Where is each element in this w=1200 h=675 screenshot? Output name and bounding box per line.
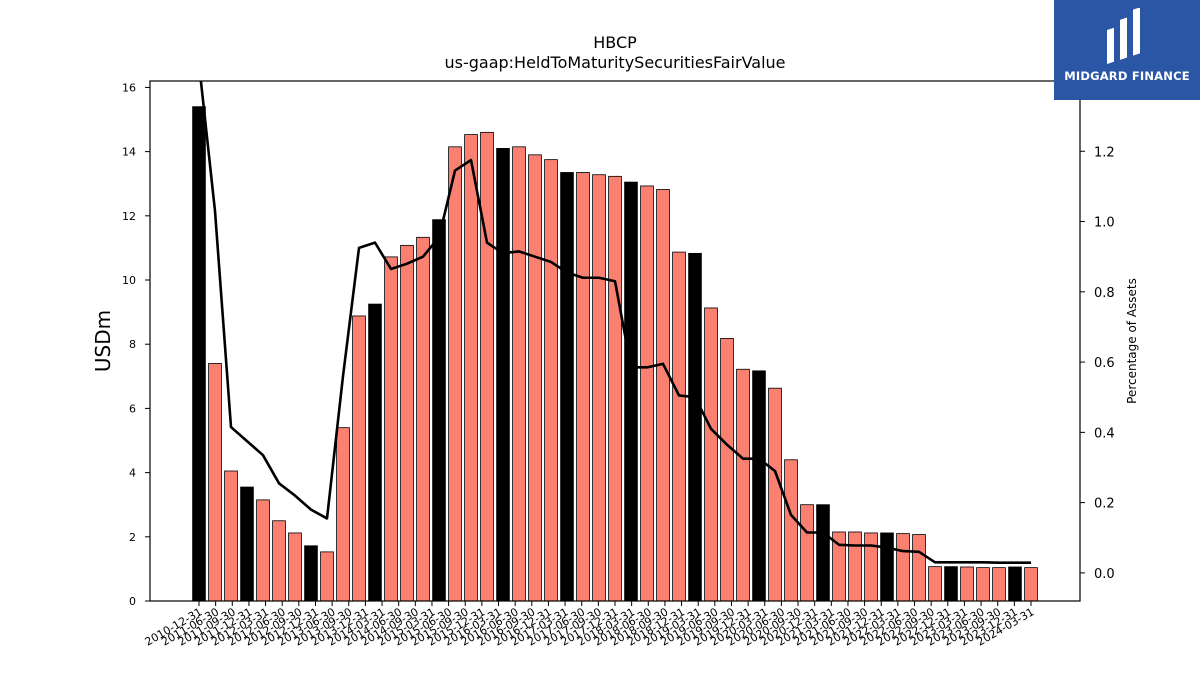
y2-tick-label: 0.2	[1094, 497, 1115, 512]
bar	[368, 303, 382, 602]
bar	[256, 499, 270, 602]
bar	[880, 532, 894, 602]
chart-title: HBCP	[593, 33, 637, 52]
bar	[688, 252, 702, 602]
y-tick-label: 4	[129, 467, 136, 480]
y2-tick-label: 0.8	[1094, 286, 1115, 301]
y-tick-label: 6	[129, 402, 136, 415]
bar	[544, 159, 558, 602]
bar	[512, 146, 526, 602]
bar	[640, 185, 654, 602]
midgard-logo-icon	[1107, 8, 1140, 65]
bar	[976, 567, 990, 602]
bar	[896, 533, 910, 602]
bar	[336, 427, 350, 602]
bar	[576, 172, 590, 602]
y2-axis-label: Percentage of Assets	[1125, 278, 1139, 404]
bar	[272, 520, 286, 602]
y2-tick-label: 1.2	[1094, 145, 1115, 160]
bar	[400, 244, 414, 602]
bar	[944, 566, 958, 602]
y-tick-label: 16	[122, 81, 136, 94]
bar	[608, 175, 622, 602]
bar	[240, 486, 254, 602]
bar	[752, 370, 766, 602]
bar-group	[192, 106, 1038, 602]
logo-text: MIDGARD FINANCE	[1064, 69, 1190, 83]
bar	[784, 459, 798, 602]
bar	[992, 567, 1006, 602]
x-axis: 2010-12-312011-06-302011-09-302011-12-31…	[143, 601, 1037, 649]
bar	[864, 532, 878, 602]
bar	[912, 534, 926, 602]
bar	[960, 566, 974, 602]
bar	[480, 131, 494, 602]
bar	[416, 236, 430, 602]
percentage-line	[199, 81, 1031, 565]
bar	[720, 338, 734, 602]
bar	[208, 363, 222, 602]
bar	[496, 148, 510, 602]
y-tick-label: 0	[129, 595, 136, 608]
bar	[560, 172, 574, 602]
bar	[528, 154, 542, 602]
y-tick-label: 12	[122, 210, 136, 223]
bar	[624, 181, 638, 602]
left-y-axis: 0 2 4 6 8 10 12 14 16	[122, 81, 150, 608]
y2-tick-label: 0.4	[1094, 426, 1115, 441]
bar	[1008, 566, 1022, 602]
bar	[800, 504, 814, 602]
bar	[928, 566, 942, 602]
y2-tick-label: 1.0	[1094, 216, 1115, 231]
y-tick-label: 8	[129, 338, 136, 351]
bar	[848, 531, 862, 602]
bar	[1024, 567, 1038, 602]
bar	[352, 315, 366, 602]
right-y-axis: 0.0 0.2 0.4 0.6 0.8 1.0 1.2	[1080, 145, 1115, 582]
midgard-finance-logo: MIDGARD FINANCE	[1054, 0, 1200, 100]
bar	[224, 470, 238, 602]
line-layer	[199, 81, 1031, 565]
y2-tick-label: 0.0	[1094, 567, 1115, 582]
bar	[384, 256, 398, 602]
bar	[432, 219, 446, 602]
y-tick-label: 14	[122, 146, 136, 159]
bar	[320, 551, 334, 602]
y-axis-label: USDm	[91, 310, 115, 372]
bar	[192, 106, 206, 602]
bar	[656, 189, 670, 602]
bar	[464, 134, 478, 602]
y2-tick-label: 0.6	[1094, 356, 1115, 371]
y-tick-label: 10	[122, 274, 136, 287]
y-tick-label: 2	[129, 531, 136, 544]
bar	[736, 368, 750, 602]
bar	[288, 532, 302, 602]
bar	[704, 307, 718, 602]
bar	[448, 146, 462, 602]
bar	[592, 174, 606, 602]
bar	[768, 387, 782, 602]
bar	[304, 545, 318, 602]
bar	[672, 251, 686, 602]
chart-subtitle: us-gaap:HeldToMaturitySecuritiesFairValu…	[444, 53, 785, 72]
bar	[816, 504, 830, 602]
